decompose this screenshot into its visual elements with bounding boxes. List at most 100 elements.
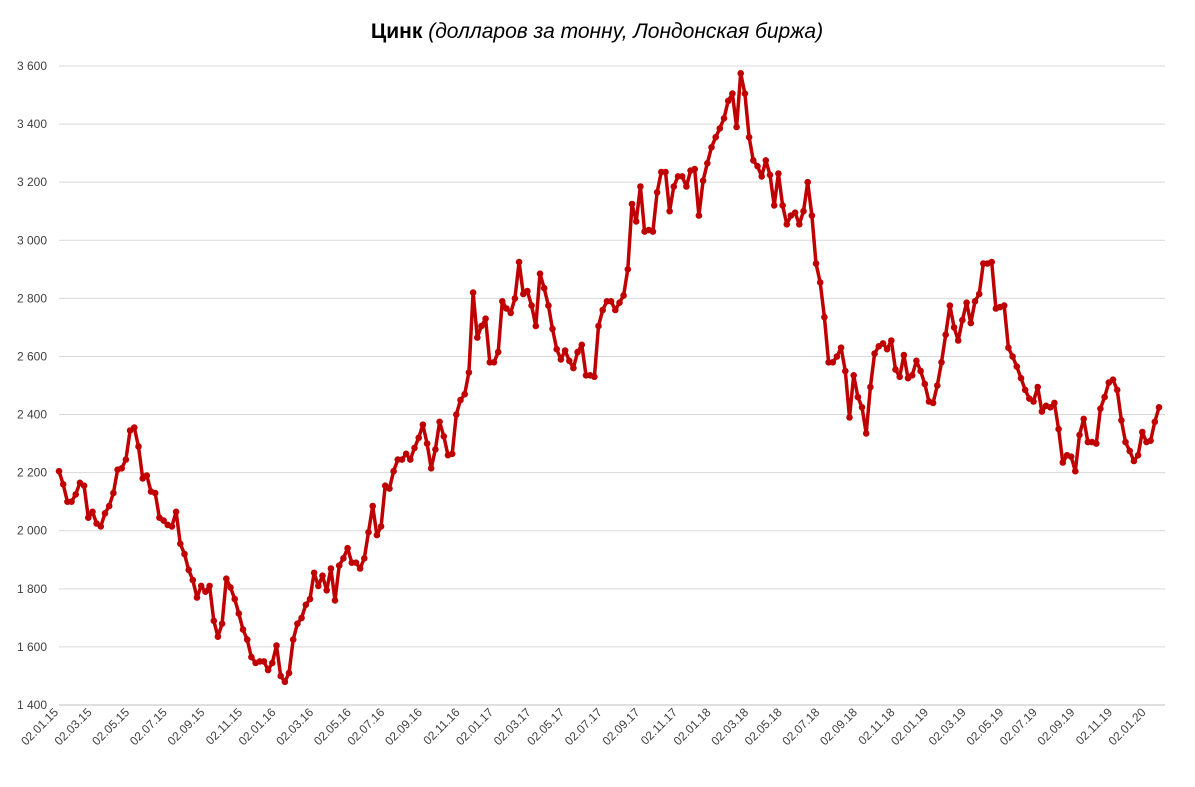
data-point [699, 177, 707, 184]
data-point [490, 359, 498, 366]
data-point [448, 450, 456, 458]
data-point [390, 467, 397, 475]
data-point [440, 433, 448, 440]
data-point [302, 601, 310, 609]
x-tick-label: 02.03.16 [273, 705, 316, 748]
data-point [745, 133, 753, 141]
data-point [574, 348, 581, 356]
y-tick-label: 1 800 [17, 582, 47, 596]
data-point [804, 178, 811, 186]
data-point [377, 523, 385, 530]
data-point [934, 382, 941, 389]
data-point [427, 465, 435, 472]
data-point [1155, 404, 1163, 411]
data-point [235, 610, 243, 617]
data-point [80, 482, 88, 490]
x-tick-label: 02.07.18 [779, 705, 822, 748]
data-point [1013, 363, 1021, 370]
data-point [356, 565, 364, 572]
data-point [741, 90, 749, 97]
data-point [862, 430, 870, 437]
data-point [248, 653, 255, 661]
data-point [1147, 437, 1154, 445]
data-point [373, 531, 381, 539]
y-tick-label: 3 000 [17, 233, 47, 247]
data-point [402, 450, 410, 458]
data-point [1072, 467, 1079, 475]
data-point [369, 502, 377, 510]
data-point [189, 576, 197, 584]
data-point [151, 489, 159, 497]
data-point [737, 70, 744, 77]
chart-title: Цинк (долларов за тонну, Лондонская бирж… [371, 20, 823, 43]
data-point [729, 90, 736, 97]
data-point [465, 369, 473, 376]
data-point [89, 508, 96, 516]
data-point [850, 372, 857, 379]
x-tick-label: 02.09.16 [382, 705, 425, 748]
data-point [172, 508, 180, 516]
data-point [678, 173, 686, 180]
data-point [1067, 453, 1075, 461]
data-point [1038, 408, 1046, 415]
data-point [800, 207, 807, 215]
data-point [415, 434, 423, 442]
data-point [1122, 438, 1129, 446]
data-point [340, 555, 347, 562]
data-point [386, 485, 393, 492]
data-point [294, 620, 301, 627]
data-point [1017, 374, 1025, 382]
data-point [750, 157, 757, 164]
x-tick-label: 02.05.17 [524, 705, 567, 748]
data-point [1051, 399, 1058, 407]
data-point [218, 620, 226, 627]
data-point [511, 295, 519, 302]
x-tick-label: 02.01.19 [888, 705, 931, 748]
data-point [185, 566, 192, 574]
data-point [653, 189, 661, 196]
x-tick-label: 02.09.19 [1035, 705, 1078, 748]
data-point [1134, 451, 1142, 459]
data-point [971, 298, 979, 305]
data-point [733, 123, 740, 131]
data-point [833, 353, 841, 360]
data-point [503, 305, 510, 312]
data-point [482, 315, 489, 323]
data-point [214, 633, 222, 640]
y-tick-label: 2 800 [17, 291, 47, 305]
data-point [917, 367, 924, 375]
data-point [457, 396, 464, 404]
data-point [499, 298, 506, 305]
data-point [474, 334, 481, 341]
data-point [135, 443, 142, 450]
data-point [507, 309, 514, 317]
data-point [306, 595, 314, 603]
data-point [419, 421, 427, 429]
data-point [231, 595, 238, 603]
data-point [720, 115, 728, 122]
x-tick-label: 02.07.15 [127, 705, 170, 748]
data-point [716, 125, 724, 132]
data-point [1093, 440, 1100, 447]
data-point [101, 510, 109, 517]
data-point [315, 582, 322, 590]
data-point [854, 393, 862, 401]
data-point [1151, 418, 1159, 426]
data-point [285, 669, 293, 677]
data-point [1076, 431, 1083, 439]
data-point [908, 372, 916, 379]
data-point [118, 465, 125, 472]
data-point [683, 183, 690, 190]
data-point [662, 168, 669, 176]
data-point [528, 302, 535, 309]
data-point [327, 565, 335, 572]
y-tick-label: 2 600 [17, 349, 47, 363]
series-zinc [55, 70, 1163, 686]
data-point [494, 348, 502, 356]
chart-subtitle: (долларов за тонну, Лондонская биржа) [428, 20, 823, 43]
data-point [896, 373, 903, 381]
data-point [1021, 386, 1029, 394]
data-point [779, 202, 786, 209]
data-point [858, 404, 866, 411]
chart-title-main: Цинк [371, 20, 423, 43]
